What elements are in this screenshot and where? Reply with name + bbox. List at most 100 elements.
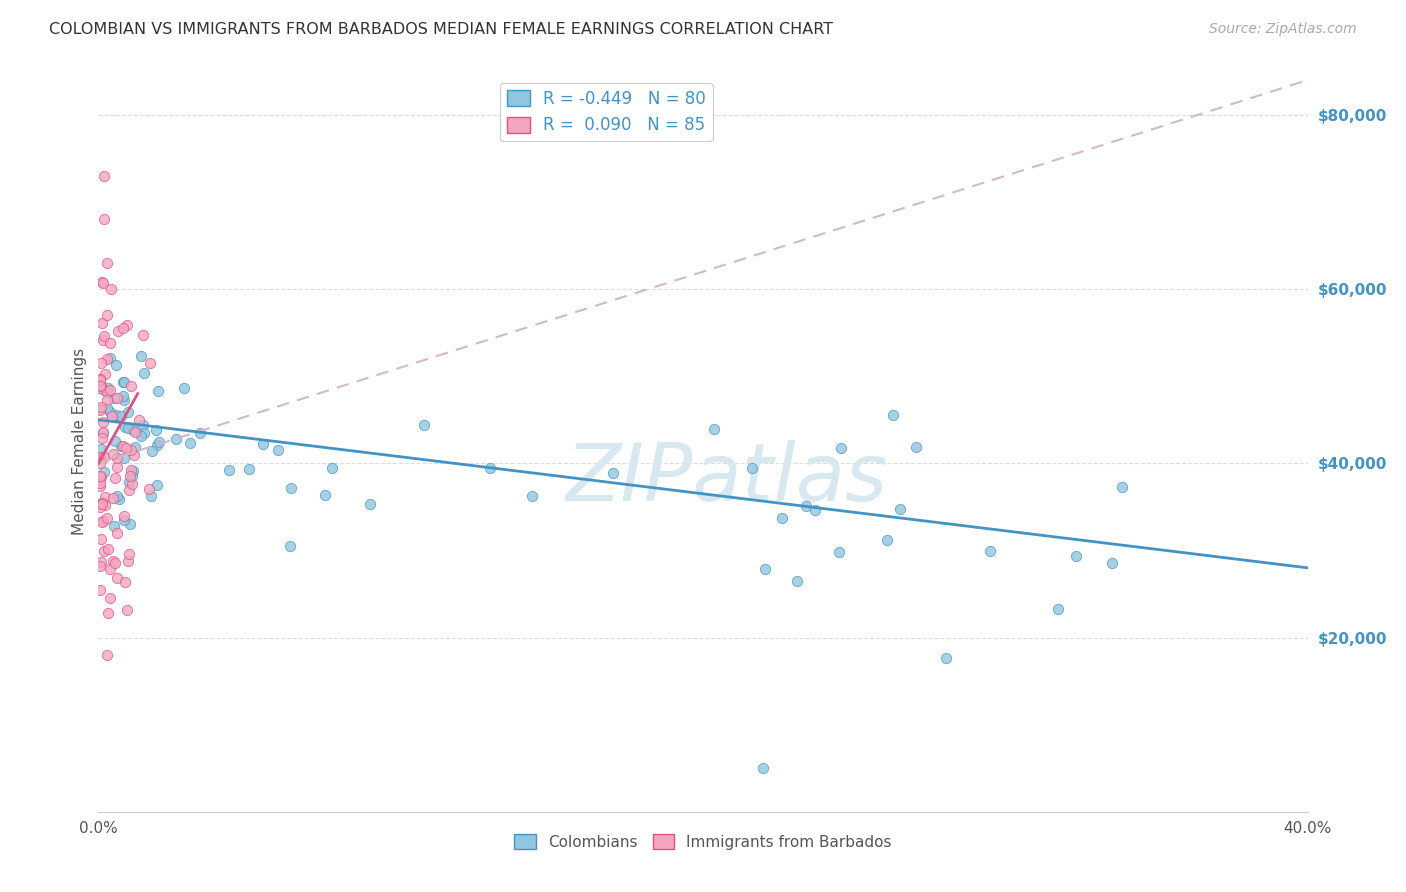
Point (90, 442, 112, 456)
Point (741, 461, 763, 475)
Point (112, 375, 135, 389)
Point (93, 544, 115, 558)
Point (89, 559, 111, 574)
Point (96, 256, 118, 270)
Point (118, 475, 141, 489)
Point (138, 482, 160, 496)
Point (876, 533, 898, 547)
Point (145, 478, 167, 492)
Point (96, 393, 118, 408)
Legend: Colombians, Immigrants from Barbados: Colombians, Immigrants from Barbados (508, 828, 898, 856)
Text: Source: ZipAtlas.com: Source: ZipAtlas.com (1209, 22, 1357, 37)
Point (105, 359, 128, 373)
Point (278, 539, 301, 553)
Point (90, 515, 112, 529)
Point (96, 308, 118, 322)
Point (794, 500, 817, 514)
Point (935, 651, 957, 665)
Point (120, 443, 142, 458)
Point (115, 603, 138, 617)
Point (91, 497, 114, 511)
Point (90, 355, 112, 369)
Point (89, 374, 111, 388)
Point (770, 511, 793, 525)
Point (89, 582, 111, 597)
Point (266, 442, 288, 457)
Point (1111, 480, 1133, 494)
Point (105, 450, 128, 465)
Point (96, 352, 118, 367)
Point (93, 328, 115, 343)
Point (111, 389, 134, 403)
Point (132, 417, 155, 432)
Y-axis label: Median Female Earnings: Median Female Earnings (72, 348, 87, 535)
Point (90, 533, 112, 547)
Point (91, 514, 114, 528)
Point (89, 451, 111, 466)
Point (89, 381, 111, 395)
Point (93, 465, 115, 479)
Point (104, 556, 127, 570)
Point (112, 376, 135, 390)
Point (90, 469, 112, 483)
Point (98, 405, 121, 419)
Point (91, 276, 114, 290)
Point (139, 489, 162, 503)
Point (112, 513, 135, 527)
Point (904, 440, 927, 454)
Point (105, 571, 128, 585)
Point (94, 490, 117, 504)
Point (89, 469, 111, 483)
Point (478, 460, 501, 475)
Point (110, 409, 132, 423)
Point (238, 462, 260, 476)
Point (94, 368, 117, 382)
Point (188, 425, 211, 440)
Point (101, 409, 124, 423)
Point (89, 497, 111, 511)
Point (703, 422, 725, 436)
Point (96, 381, 118, 395)
Point (117, 553, 139, 567)
Point (105, 460, 128, 475)
Point (118, 483, 141, 498)
Point (111, 321, 134, 335)
Point (145, 424, 167, 438)
Point (98, 351, 121, 365)
Point (93, 384, 115, 398)
Point (218, 463, 240, 477)
Point (321, 461, 343, 475)
Point (128, 413, 150, 427)
Point (141, 443, 163, 458)
Point (148, 435, 170, 450)
Point (115, 441, 138, 455)
Point (98, 336, 121, 351)
Point (121, 423, 143, 437)
Point (121, 469, 143, 483)
Point (89, 500, 111, 515)
Point (752, 761, 775, 775)
Point (252, 437, 274, 451)
Point (98, 383, 121, 397)
Point (114, 420, 136, 434)
Point (91, 333, 114, 347)
Point (1047, 601, 1070, 615)
Point (889, 502, 911, 516)
Point (89, 469, 111, 483)
Point (132, 366, 155, 380)
Point (132, 328, 155, 343)
Point (110, 439, 132, 453)
Point (90, 496, 112, 510)
Point (979, 544, 1001, 558)
Point (804, 502, 827, 516)
Point (104, 409, 127, 423)
Point (117, 405, 139, 419)
Point (754, 562, 776, 576)
Point (1101, 556, 1123, 570)
Point (132, 425, 155, 440)
Point (89, 379, 111, 393)
Point (830, 442, 852, 456)
Point (280, 481, 302, 495)
Point (90, 431, 112, 445)
Point (89, 479, 111, 493)
